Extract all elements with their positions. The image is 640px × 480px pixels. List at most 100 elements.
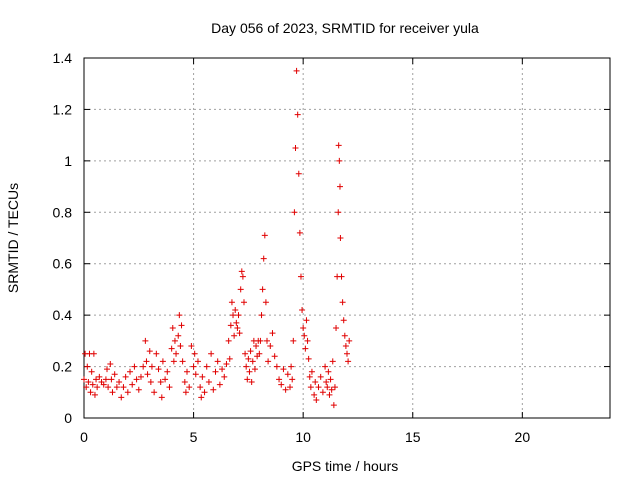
y-tick-label: 0 [64,410,72,426]
data-point [100,381,107,388]
data-point [182,389,189,396]
data-point [191,350,198,357]
data-point [300,325,307,331]
data-point [238,268,245,275]
data-point [323,379,330,385]
data-point [225,337,232,344]
data-point [273,363,280,370]
data-point [181,379,188,385]
data-point [240,299,247,306]
data-point [184,368,191,375]
data-point [344,350,350,357]
data-point [173,350,180,357]
data-point [186,384,193,391]
data-point [107,361,114,367]
data-point [166,384,173,391]
data-point [345,358,352,365]
data-point [142,337,149,344]
data-point [118,394,125,401]
data-point [335,142,342,149]
data-point [267,343,274,349]
data-point [338,273,345,280]
data-point [258,312,265,319]
data-point [81,376,87,383]
data-point [333,325,340,331]
y-tick-label: 0.2 [53,359,73,375]
data-point [155,366,162,373]
data-point [108,376,115,383]
data-point [91,391,98,398]
data-point [197,384,204,391]
data-point [104,366,111,373]
data-point [280,366,287,373]
data-point [297,273,304,280]
data-point [178,322,185,329]
data-point [203,363,210,370]
data-point [324,384,331,391]
data-point [168,345,175,352]
data-point [335,209,342,216]
data-point [237,286,244,293]
data-point [176,312,183,319]
data-point [346,337,353,344]
data-point [171,337,178,344]
data-point [307,384,314,391]
data-point [162,376,169,383]
data-point [305,355,312,362]
data-point [105,384,112,391]
data-point [308,368,315,375]
data-point [236,330,243,337]
data-point [325,368,332,375]
data-point [246,368,253,375]
data-point [303,317,310,324]
axis-ticks: 0 0.2 0.4 0.6 0.8 1 1.2 1.4 0 5 10 15 20 [53,50,610,445]
data-point [248,379,255,385]
data-point [158,394,165,401]
data-point [284,371,291,378]
data-point [198,394,205,401]
data-point [315,384,322,391]
data-point [293,67,300,74]
data-point [244,376,251,383]
plot-frame [83,57,611,419]
data-point [175,332,182,339]
data-point [342,343,349,349]
data-point [294,111,301,118]
data-point [232,307,239,313]
data-point [194,358,201,365]
data-point [116,379,123,385]
data-point [328,386,335,393]
data-point [140,363,147,370]
data-point [164,368,171,375]
data-point [212,368,219,375]
data-point [221,373,228,380]
data-point [289,376,296,383]
data-point [89,381,96,388]
data-point [124,389,131,396]
data-point [143,358,150,365]
data-points [81,67,353,409]
data-point [276,376,283,383]
data-point [299,307,306,313]
data-point [245,355,252,362]
y-tick-label: 1 [64,153,72,169]
data-point [83,384,90,391]
data-point [201,389,208,396]
data-point [190,363,197,370]
data-point [144,371,151,378]
data-point [93,376,100,383]
data-point [192,371,199,378]
x-tick-label: 15 [405,429,421,445]
data-point [311,391,318,398]
data-point [88,368,95,375]
data-point [170,358,177,365]
data-point [260,255,267,262]
data-point [331,384,338,391]
data-point [336,157,343,164]
data-point [341,332,348,339]
data-point [113,384,120,391]
data-point [242,350,249,357]
data-point [233,319,240,326]
data-point [243,363,250,370]
data-point [94,384,101,391]
